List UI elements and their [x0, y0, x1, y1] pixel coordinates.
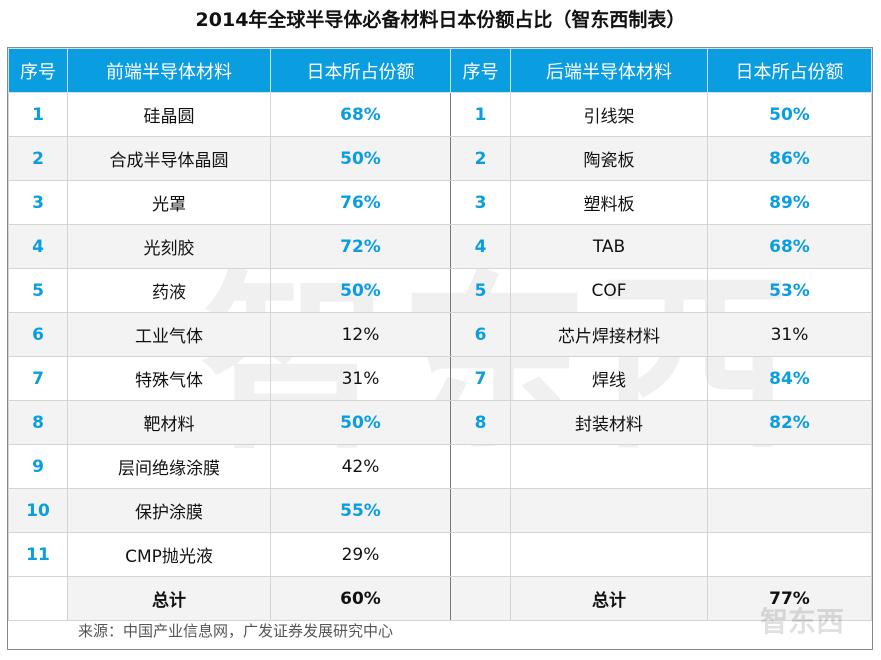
front-share: 42% [270, 444, 451, 489]
table-frame [7, 47, 873, 650]
corner-logo: 智东西 [760, 605, 845, 638]
back-material [510, 532, 708, 577]
table-row: 6 工业气体 12% 6 芯片焊接材料 31% [8, 312, 872, 357]
back-share: 82% [707, 400, 872, 445]
front-material: 硅晶圆 [67, 92, 271, 137]
front-share: 72% [270, 224, 451, 269]
back-no: 5 [450, 268, 511, 313]
total-no [8, 576, 68, 621]
back-no [450, 444, 511, 489]
back-share: 50% [707, 92, 872, 137]
back-share: 53% [707, 268, 872, 313]
front-material: 保护涂膜 [67, 488, 271, 533]
front-no: 2 [8, 136, 68, 181]
front-no: 10 [8, 488, 68, 533]
back-share: 86% [707, 136, 872, 181]
table-row: 4 光刻胶 72% 4 TAB 68% [8, 224, 872, 269]
back-no: 6 [450, 312, 511, 357]
front-total-share: 60% [270, 576, 451, 621]
page-title: 2014年全球半导体必备材料日本份额占比（智东西制表） [195, 9, 686, 31]
back-material: 陶瓷板 [510, 136, 708, 181]
total-no-back [450, 576, 511, 621]
back-material: 芯片焊接材料 [510, 312, 708, 357]
back-no [450, 488, 511, 533]
table-row: 1 硅晶圆 68% 1 引线架 50% [8, 92, 872, 137]
front-no: 3 [8, 180, 68, 225]
front-material: 特殊气体 [67, 356, 271, 401]
front-no: 1 [8, 92, 68, 137]
header-back-material: 后端半导体材料 [510, 48, 708, 93]
back-share [707, 488, 872, 533]
header-front-material: 前端半导体材料 [67, 48, 271, 93]
front-material: 工业气体 [67, 312, 271, 357]
back-material: 引线架 [510, 92, 708, 137]
back-no: 2 [450, 136, 511, 181]
header-front-share: 日本所占份额 [270, 48, 451, 93]
front-material: 光罩 [67, 180, 271, 225]
front-no: 8 [8, 400, 68, 445]
back-share: 68% [707, 224, 872, 269]
front-share: 29% [270, 532, 451, 577]
share-table: 序号 前端半导体材料 日本所占份额 序号 后端半导体材料 日本所占份额 1 硅晶圆… [8, 48, 872, 621]
back-share: 84% [707, 356, 872, 401]
table-row: 10 保护涂膜 55% [8, 488, 872, 533]
back-total-share: 77% [707, 576, 872, 621]
front-material: 光刻胶 [67, 224, 271, 269]
back-material: 塑料板 [510, 180, 708, 225]
table-row: 9 层间绝缘涂膜 42% [8, 444, 872, 489]
back-no: 8 [450, 400, 511, 445]
front-share: 31% [270, 356, 451, 401]
back-material: TAB [510, 224, 708, 269]
front-material: 靶材料 [67, 400, 271, 445]
back-no: 1 [450, 92, 511, 137]
front-share: 12% [270, 312, 451, 357]
table-row: 8 靶材料 50% 8 封装材料 82% [8, 400, 872, 445]
front-material: CMP抛光液 [67, 532, 271, 577]
front-share: 50% [270, 268, 451, 313]
table-row: 11 CMP抛光液 29% [8, 532, 872, 577]
back-share: 89% [707, 180, 872, 225]
source-note: 来源：中国产业信息网，广发证券发展研究中心 [78, 622, 394, 640]
back-material: 焊线 [510, 356, 708, 401]
front-share: 50% [270, 136, 451, 181]
front-material: 药液 [67, 268, 271, 313]
back-total-label: 总计 [510, 576, 708, 621]
front-share: 76% [270, 180, 451, 225]
front-no: 5 [8, 268, 68, 313]
header-row: 序号 前端半导体材料 日本所占份额 序号 后端半导体材料 日本所占份额 [8, 48, 872, 93]
front-no: 4 [8, 224, 68, 269]
back-material [510, 488, 708, 533]
back-material [510, 444, 708, 489]
table-row: 5 药液 50% 5 COF 53% [8, 268, 872, 313]
front-material: 层间绝缘涂膜 [67, 444, 271, 489]
front-no: 9 [8, 444, 68, 489]
table-row: 2 合成半导体晶圆 50% 2 陶瓷板 86% [8, 136, 872, 181]
front-share: 55% [270, 488, 451, 533]
back-no: 4 [450, 224, 511, 269]
back-material: 封装材料 [510, 400, 708, 445]
back-material: COF [510, 268, 708, 313]
front-no: 11 [8, 532, 68, 577]
front-share: 68% [270, 92, 451, 137]
header-no: 序号 [8, 48, 68, 93]
table-row: 3 光罩 76% 3 塑料板 89% [8, 180, 872, 225]
back-share [707, 444, 872, 489]
back-share: 31% [707, 312, 872, 357]
front-no: 7 [8, 356, 68, 401]
total-row: 总计 60% 总计 77% [8, 576, 872, 621]
back-no: 7 [450, 356, 511, 401]
back-no [450, 532, 511, 577]
back-no: 3 [450, 180, 511, 225]
front-material: 合成半导体晶圆 [67, 136, 271, 181]
table-row: 7 特殊气体 31% 7 焊线 84% [8, 356, 872, 401]
front-no: 6 [8, 312, 68, 357]
header-no-back: 序号 [450, 48, 511, 93]
back-share [707, 532, 872, 577]
front-total-label: 总计 [67, 576, 271, 621]
header-back-share: 日本所占份额 [707, 48, 872, 93]
front-share: 50% [270, 400, 451, 445]
